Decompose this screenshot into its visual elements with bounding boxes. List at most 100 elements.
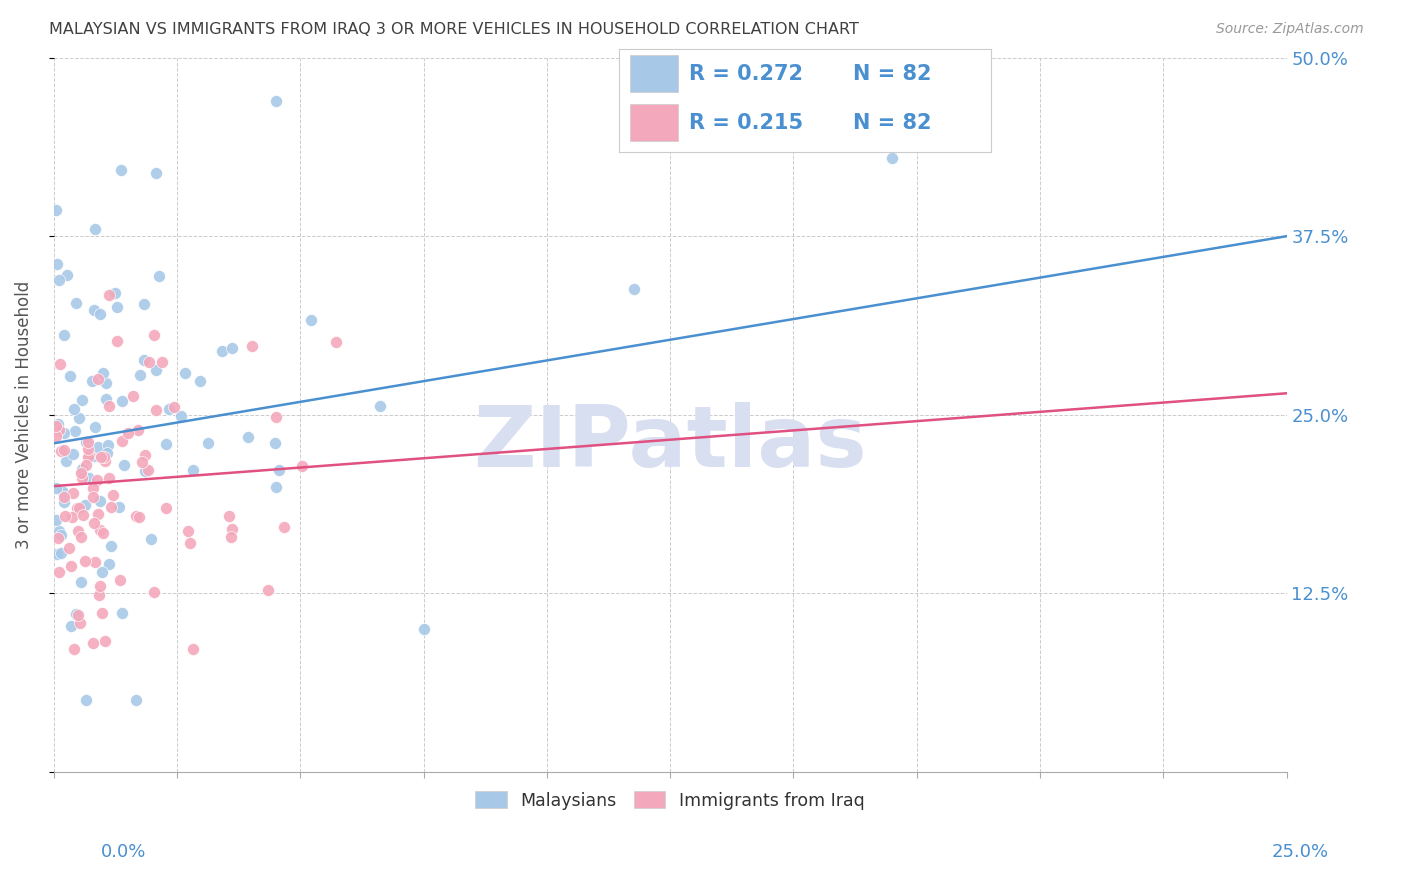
Text: R = 0.272: R = 0.272 <box>689 63 803 84</box>
Point <box>63 424 86 438</box>
Point <box>73 554 96 568</box>
Point <box>325 334 347 349</box>
Point <box>94 392 117 406</box>
Point <box>134 297 156 311</box>
Point <box>53 328 76 343</box>
Point <box>98 557 121 571</box>
Point <box>89 523 111 537</box>
Point <box>368 399 391 413</box>
Point <box>45 513 67 527</box>
Point <box>49 443 72 458</box>
Point <box>46 531 69 545</box>
Point <box>75 693 97 707</box>
Text: 25.0%: 25.0% <box>1271 843 1329 861</box>
Point <box>67 501 90 516</box>
Point <box>45 257 67 271</box>
Point <box>136 463 159 477</box>
Point <box>45 202 67 217</box>
Point <box>264 94 287 108</box>
Text: N = 82: N = 82 <box>853 113 932 133</box>
Point <box>62 485 84 500</box>
Point <box>163 400 186 414</box>
Point <box>100 500 122 514</box>
Point <box>67 607 90 622</box>
Legend: Malaysians, Immigrants from Iraq: Malaysians, Immigrants from Iraq <box>468 784 872 816</box>
Point <box>240 339 263 353</box>
Point <box>48 423 70 437</box>
Point <box>94 453 117 467</box>
Point <box>82 636 104 650</box>
Point <box>52 485 75 500</box>
Point <box>127 423 149 437</box>
Text: R = 0.215: R = 0.215 <box>689 113 804 133</box>
Point <box>53 508 76 523</box>
Point <box>264 435 287 450</box>
Point <box>46 417 69 432</box>
Point <box>299 312 322 326</box>
Point <box>60 619 83 633</box>
Text: 0.0%: 0.0% <box>101 843 146 861</box>
Point <box>96 376 118 390</box>
Point <box>83 516 105 531</box>
Point <box>267 463 290 477</box>
Point <box>75 434 97 449</box>
Point <box>257 583 280 598</box>
Point <box>112 458 135 472</box>
Point <box>60 510 83 524</box>
Point <box>45 481 67 495</box>
Point <box>142 328 165 343</box>
Point <box>90 450 112 465</box>
Point <box>124 508 146 523</box>
Point <box>129 368 152 382</box>
Point <box>75 458 97 472</box>
Point <box>264 480 287 494</box>
Text: MALAYSIAN VS IMMIGRANTS FROM IRAQ 3 OR MORE VEHICLES IN HOUSEHOLD CORRELATION CH: MALAYSIAN VS IMMIGRANTS FROM IRAQ 3 OR M… <box>49 22 859 37</box>
Point <box>211 344 233 359</box>
Point <box>82 374 104 388</box>
Point <box>62 447 84 461</box>
Point <box>97 399 120 413</box>
Point <box>53 442 76 457</box>
Bar <box>630 104 678 141</box>
Point <box>65 607 87 621</box>
Point <box>188 375 211 389</box>
Point <box>84 555 107 569</box>
Point <box>412 622 434 636</box>
Point <box>177 524 200 538</box>
Point <box>89 588 111 602</box>
Point <box>87 371 110 385</box>
Point <box>62 402 84 417</box>
Y-axis label: 3 or more Vehicles in Household: 3 or more Vehicles in Household <box>15 281 32 549</box>
Point <box>83 302 105 317</box>
Point <box>181 463 204 477</box>
Point <box>104 286 127 301</box>
Point <box>218 508 240 523</box>
Point <box>82 490 104 504</box>
Point <box>79 448 101 462</box>
Text: N = 82: N = 82 <box>853 63 932 84</box>
Point <box>221 523 243 537</box>
Point <box>48 358 70 372</box>
Point <box>70 574 93 589</box>
Point <box>128 510 150 524</box>
Point <box>264 410 287 425</box>
Point <box>134 448 156 462</box>
Point <box>150 355 173 369</box>
Point <box>273 520 295 534</box>
Point <box>65 296 87 310</box>
Point <box>179 536 201 550</box>
Point <box>183 642 205 657</box>
Point <box>111 606 134 620</box>
Point <box>79 471 101 485</box>
Point <box>97 470 120 484</box>
Point <box>87 508 110 522</box>
Point <box>94 634 117 648</box>
Point <box>111 434 134 448</box>
Point <box>105 301 128 315</box>
Point <box>75 499 97 513</box>
Point <box>84 419 107 434</box>
Point <box>89 307 111 321</box>
Point <box>45 428 67 442</box>
Point <box>70 466 93 480</box>
Point <box>108 500 131 515</box>
